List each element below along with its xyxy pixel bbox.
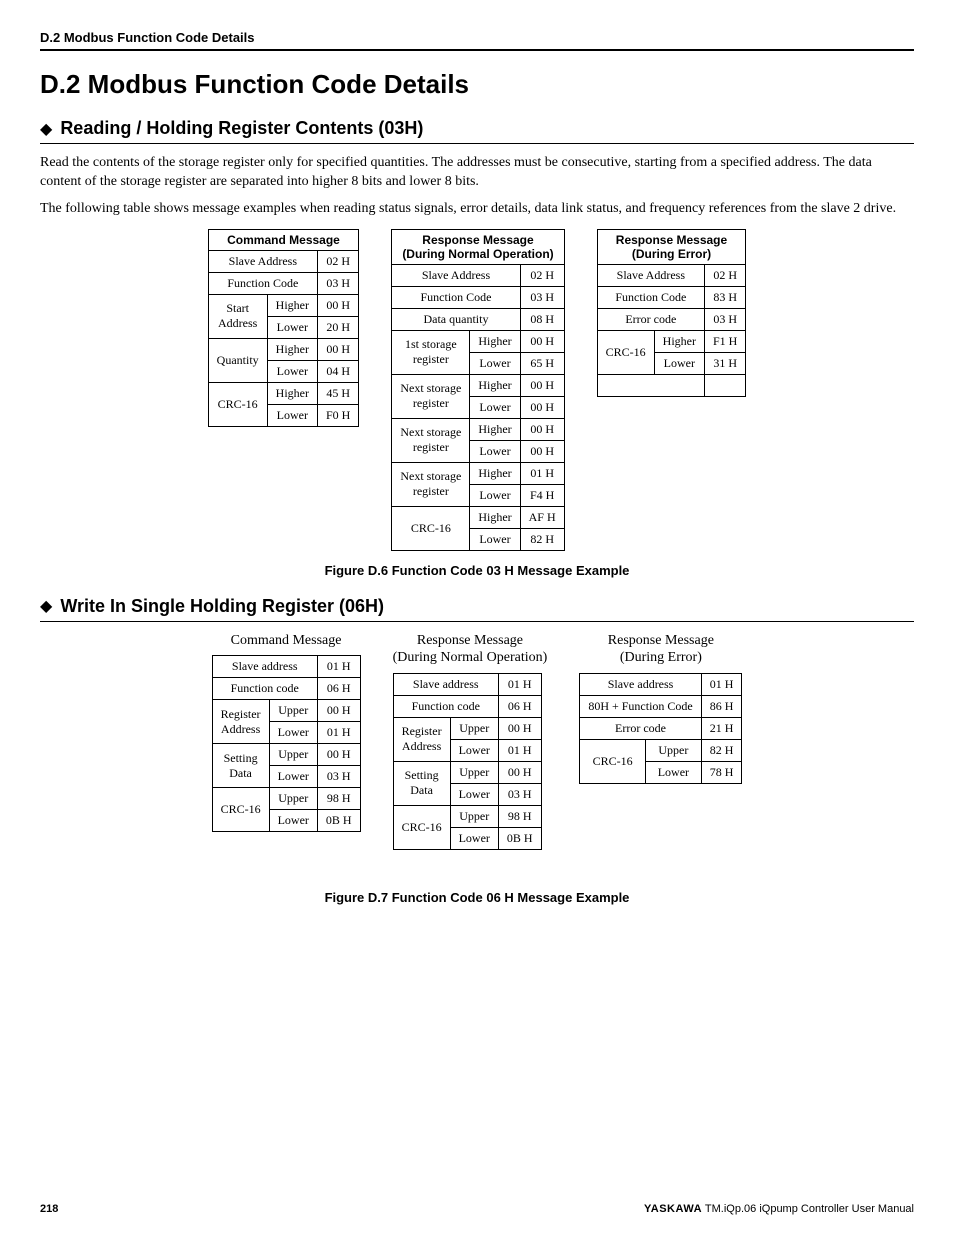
diamond-icon: ◆ [40, 596, 52, 616]
table-row [597, 374, 746, 396]
table-row: Slave Address02 H [208, 250, 359, 272]
figure-d7-caption: Figure D.7 Function Code 06 H Message Ex… [40, 890, 914, 905]
table-row: Error code21 H [580, 717, 742, 739]
section2-heading-row: ◆ Write In Single Holding Register (06H) [40, 596, 914, 622]
table-row: Function code06 H [212, 678, 360, 700]
table-row: Slave Address02 H [597, 264, 746, 286]
table-row: Function Code03 H [208, 272, 359, 294]
running-header: D.2 Modbus Function Code Details [40, 30, 914, 51]
table-row: Next storageregisterHigher00 H [392, 418, 564, 440]
s2-err-title: Response Message (During Error) [579, 632, 742, 667]
s2-command-table: Slave address01 HFunction code06 HRegist… [212, 655, 361, 832]
table-row: Function Code83 H [597, 286, 746, 308]
table-row: Slave address01 H [212, 656, 360, 678]
table-row: CRC-16Upper98 H [393, 805, 541, 827]
table-row: CRC-16Upper82 H [580, 739, 742, 761]
table-row: Data quantity08 H [392, 308, 564, 330]
table-row: RegisterAddressUpper00 H [212, 700, 360, 722]
table-row: StartAddressHigher00 H [208, 294, 359, 316]
table-row: Function Code03 H [392, 286, 564, 308]
s2-cmd-title: Command Message [212, 632, 361, 650]
section1-tables: Command MessageSlave Address02 HFunction… [40, 229, 914, 551]
table-row: CRC-16HigherAF H [392, 506, 564, 528]
section1-heading: Reading / Holding Register Contents (03H… [60, 118, 423, 139]
table-row: RegisterAddressUpper00 H [393, 717, 541, 739]
table-row: SettingDataUpper00 H [212, 744, 360, 766]
s1-command-table: Command MessageSlave Address02 HFunction… [208, 229, 360, 427]
page-number: 218 [40, 1203, 58, 1215]
table-row: CRC-16Upper98 H [212, 788, 360, 810]
table-row: CRC-16Higher45 H [208, 382, 359, 404]
section2-tables: Command Message Slave address01 HFunctio… [40, 632, 914, 850]
s1-response-err-table: Response Message(During Error)Slave Addr… [597, 229, 747, 397]
table-row: Slave Address02 H [392, 264, 564, 286]
table-row: Slave address01 H [393, 673, 541, 695]
table-row: Next storageregisterHigher00 H [392, 374, 564, 396]
section2-heading: Write In Single Holding Register (06H) [60, 596, 384, 617]
table-row: Next storageregisterHigher01 H [392, 462, 564, 484]
s2-ok-title: Response Message (During Normal Operatio… [393, 632, 548, 667]
section1-para1: Read the contents of the storage registe… [40, 154, 914, 192]
section1-para2: The following table shows message exampl… [40, 200, 914, 219]
page-footer: 218 YASKAWA TM.iQp.06 iQpump Controller … [40, 1203, 914, 1215]
section1-heading-row: ◆ Reading / Holding Register Contents (0… [40, 118, 914, 144]
page-title: D.2 Modbus Function Code Details [40, 69, 914, 100]
s2-response-ok-table: Slave address01 HFunction code06 HRegist… [393, 673, 542, 850]
diamond-icon: ◆ [40, 119, 52, 139]
table-row: Function code06 H [393, 695, 541, 717]
s2-response-err-table: Slave address01 H80H + Function Code86 H… [579, 673, 742, 784]
table-row: 1st storageregisterHigher00 H [392, 330, 564, 352]
table-row: Error code03 H [597, 308, 746, 330]
manual-ref: YASKAWA TM.iQp.06 iQpump Controller User… [644, 1203, 914, 1215]
s1-response-ok-table: Response Message(During Normal Operation… [391, 229, 564, 551]
table-row: QuantityHigher00 H [208, 338, 359, 360]
figure-d6-caption: Figure D.6 Function Code 03 H Message Ex… [40, 563, 914, 578]
table-row: CRC-16HigherF1 H [597, 330, 746, 352]
table-row: Slave address01 H [580, 673, 742, 695]
table-row: 80H + Function Code86 H [580, 695, 742, 717]
table-row: SettingDataUpper00 H [393, 761, 541, 783]
